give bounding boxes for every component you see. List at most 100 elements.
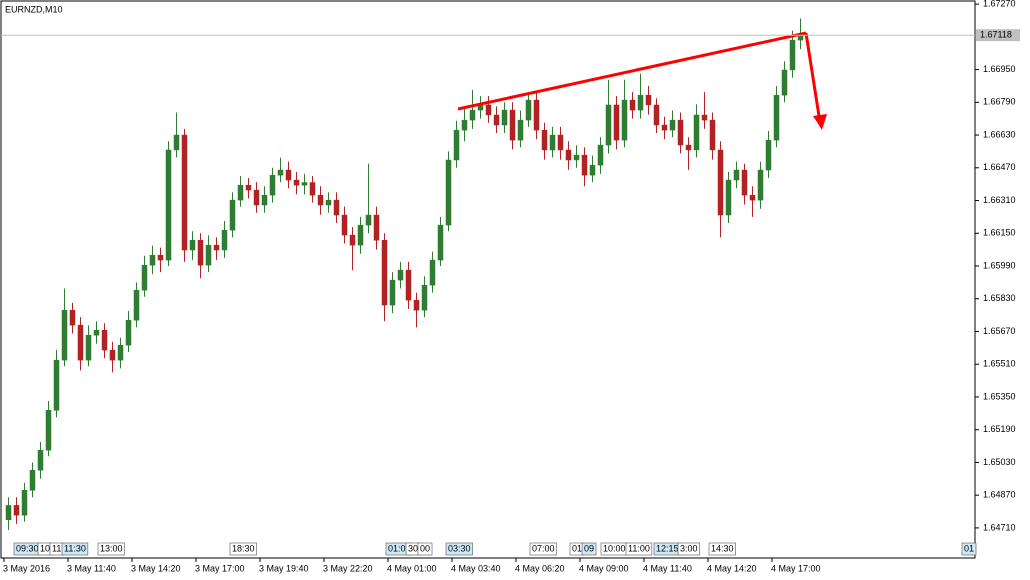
time-marker-box	[581, 542, 597, 556]
candle-body	[613, 104, 620, 141]
candle-body	[173, 134, 180, 151]
time-marker: 01:01	[388, 543, 411, 553]
candle-body	[181, 134, 188, 251]
candle-body	[781, 69, 788, 96]
candle-body	[445, 159, 452, 226]
candle-body	[45, 410, 52, 451]
y-tick-label: 1.65510	[983, 359, 1016, 369]
candle-body	[701, 114, 708, 121]
candle-body	[325, 199, 332, 206]
candle-body	[773, 94, 780, 141]
candle-body	[373, 214, 380, 241]
candle-body	[405, 269, 412, 301]
arrow-head	[813, 114, 827, 130]
candle-body	[501, 109, 508, 126]
candle-body	[733, 169, 740, 181]
candle-body	[573, 154, 580, 161]
time-marker: 11:30	[64, 543, 86, 553]
candle-body	[245, 184, 252, 191]
x-tick-label: 4 May 09:00	[579, 563, 629, 573]
candle-body	[301, 182, 308, 186]
candle-body	[141, 264, 148, 291]
current-price-label: 1.67118	[980, 30, 1012, 40]
y-tick-label: 1.64870	[983, 490, 1016, 500]
time-marker-box	[445, 542, 473, 556]
candle-body	[13, 505, 20, 516]
time-marker-box	[97, 542, 125, 556]
candle-body	[685, 144, 692, 151]
y-tick-label: 1.64710	[983, 522, 1016, 532]
candle-body	[317, 194, 324, 206]
candle-body	[517, 119, 524, 141]
candle-body	[37, 449, 44, 471]
time-marker: 09	[584, 543, 594, 553]
candle-body	[669, 119, 676, 131]
candle-body	[741, 169, 748, 196]
time-marker: 10	[40, 543, 50, 553]
time-marker: 11	[52, 543, 61, 553]
candle-body	[493, 114, 500, 126]
candle-body	[197, 239, 204, 266]
candle-body	[693, 114, 700, 151]
time-marker-box	[625, 542, 653, 556]
x-tick-label: 4 May 03:40	[451, 563, 501, 573]
candle-body	[661, 124, 668, 131]
time-marker: 12:15	[656, 543, 679, 553]
y-tick-label: 1.65990	[983, 260, 1016, 270]
y-tick-label: 1.66150	[983, 228, 1016, 238]
candle-body	[77, 324, 84, 361]
candle-body	[589, 164, 596, 176]
y-tick-label: 1.65190	[983, 424, 1016, 434]
x-tick-label: 3 May 14:20	[131, 563, 181, 573]
y-tick-label: 1.67270	[983, 0, 1016, 8]
candle-body	[509, 109, 516, 141]
y-tick-label: 1.66950	[983, 64, 1016, 74]
candle-body	[69, 309, 76, 326]
time-marker: 01	[964, 543, 974, 553]
candle-body	[717, 149, 724, 216]
candle-body	[109, 349, 116, 361]
time-marker: 01	[572, 543, 582, 553]
candle-body	[237, 184, 244, 201]
y-tick-label: 1.65830	[983, 293, 1016, 303]
time-marker: 07:00	[532, 543, 555, 553]
candle-body	[653, 104, 660, 126]
candle-body	[117, 344, 124, 361]
plot-frame	[0, 0, 976, 559]
candle-body	[285, 169, 292, 181]
candle-body	[341, 214, 348, 236]
candle-body	[381, 239, 388, 306]
candle-body	[165, 149, 172, 261]
x-tick-label: 3 May 19:40	[259, 563, 309, 573]
candle-body	[469, 109, 476, 121]
candle-body	[357, 224, 364, 246]
candle-body	[133, 289, 140, 321]
candle-body	[93, 330, 100, 336]
x-tick-label: 4 May 11:40	[643, 563, 692, 573]
x-tick-label: 3 May 11:40	[67, 563, 116, 573]
candle-body	[229, 199, 236, 231]
candle-body	[533, 99, 540, 131]
arrow-shaft	[804, 32, 821, 117]
x-tick-label: 4 May 06:20	[515, 563, 565, 573]
candle-body	[645, 94, 652, 106]
candle-body	[213, 244, 220, 251]
x-tick-label: 3 May 17:00	[195, 563, 245, 573]
time-marker: 18:30	[232, 543, 255, 553]
time-marker-box	[961, 542, 977, 556]
y-tick-label: 1.66310	[983, 195, 1016, 205]
candle-body	[677, 119, 684, 146]
candle-body	[461, 119, 468, 131]
candle-body	[221, 229, 228, 251]
candle-body	[485, 104, 492, 116]
candle-body	[149, 254, 156, 266]
candle-body	[157, 254, 164, 261]
time-marker: 13:00	[100, 543, 123, 553]
candle-body	[453, 129, 460, 161]
candle-body	[429, 259, 436, 286]
y-tick-label: 1.66790	[983, 97, 1016, 107]
candle-body	[621, 99, 628, 141]
x-tick-label: 4 May 17:00	[771, 563, 821, 573]
candle-body	[53, 359, 60, 411]
candle-body	[413, 299, 420, 311]
